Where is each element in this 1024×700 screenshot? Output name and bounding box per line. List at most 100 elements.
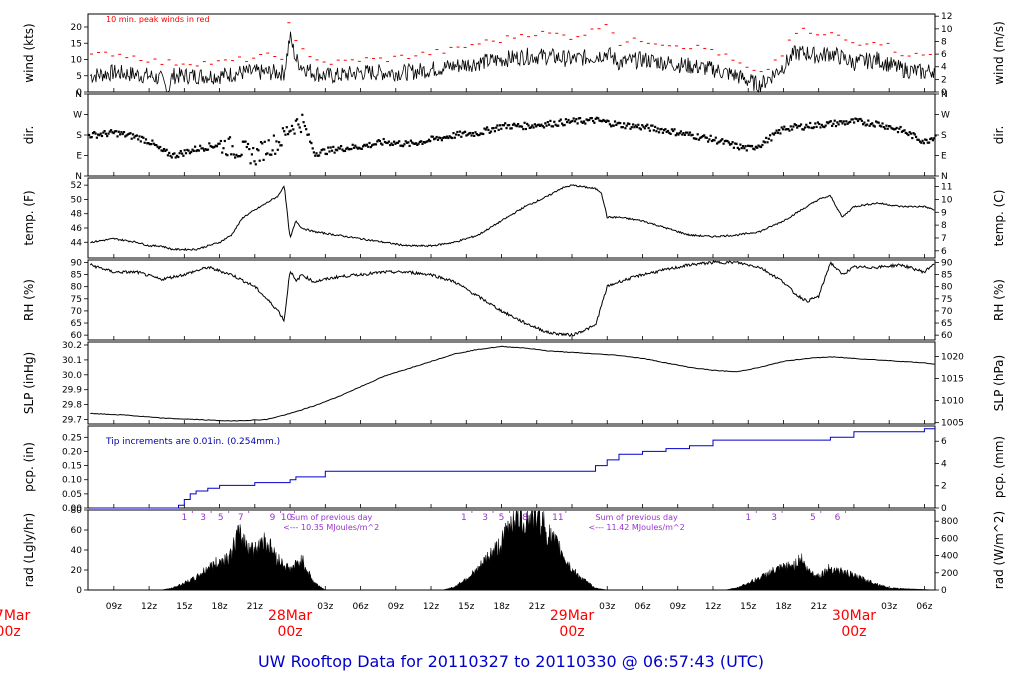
rad-ytick2-label: 0 bbox=[941, 586, 947, 596]
dir-point bbox=[266, 152, 269, 155]
hour-tick-label: 12z bbox=[423, 602, 439, 612]
dir-point bbox=[338, 147, 341, 150]
dir-point bbox=[271, 149, 274, 152]
dir-point bbox=[197, 149, 200, 152]
dir-point bbox=[723, 140, 726, 143]
dir-point bbox=[508, 124, 511, 127]
dir-point bbox=[208, 142, 211, 145]
hour-tick-label: 15z bbox=[176, 602, 192, 612]
dir-point bbox=[529, 126, 533, 129]
dir-point bbox=[91, 132, 95, 135]
temp-line bbox=[90, 184, 935, 251]
dir-point bbox=[346, 146, 349, 149]
dir-point bbox=[378, 139, 381, 143]
dir-point bbox=[549, 119, 552, 122]
dir-point bbox=[435, 135, 438, 139]
wind-ytick-label: 5 bbox=[76, 72, 82, 82]
dir-point bbox=[801, 128, 804, 131]
dir-point bbox=[492, 127, 495, 130]
dir-point bbox=[135, 134, 138, 137]
dir-point bbox=[100, 134, 104, 138]
dir-point bbox=[922, 142, 925, 145]
dir-point bbox=[170, 156, 173, 159]
dir-point bbox=[562, 124, 565, 127]
dir-point bbox=[418, 140, 421, 143]
dir-point bbox=[544, 122, 547, 125]
rad-hour-label: 6 bbox=[835, 513, 841, 523]
dir-point bbox=[409, 139, 412, 142]
dir-point bbox=[847, 121, 850, 124]
dir-point bbox=[858, 118, 861, 121]
dir-point bbox=[119, 133, 122, 136]
dir-point bbox=[232, 153, 235, 156]
dir-point bbox=[457, 134, 460, 137]
dir-point bbox=[267, 139, 270, 142]
dir-point bbox=[168, 151, 171, 154]
dir-point bbox=[564, 118, 567, 121]
dir-point bbox=[513, 122, 516, 125]
dir-point bbox=[714, 136, 717, 139]
dir-point bbox=[686, 131, 689, 134]
dir-point bbox=[350, 147, 353, 151]
dir-point bbox=[528, 126, 531, 129]
dir-point bbox=[156, 145, 159, 148]
dir-point bbox=[107, 132, 110, 135]
dir-point bbox=[612, 124, 615, 127]
date-sub-label: 00z bbox=[0, 624, 21, 640]
dir-point bbox=[420, 140, 423, 143]
pcp-ytick-label: 0.25 bbox=[62, 433, 82, 443]
dir-point bbox=[721, 138, 724, 141]
dir-point bbox=[336, 149, 339, 152]
dir-point bbox=[324, 152, 327, 155]
dir-point bbox=[832, 122, 835, 125]
dir-point bbox=[93, 131, 96, 134]
dir-point bbox=[166, 154, 169, 157]
dir-point bbox=[296, 118, 299, 121]
dir-ytick2-label: W bbox=[941, 111, 950, 121]
hour-tick-label: 09z bbox=[388, 602, 404, 612]
dir-point bbox=[416, 143, 419, 146]
dir-point bbox=[603, 119, 606, 122]
dir-point bbox=[227, 137, 230, 140]
dir-point bbox=[553, 120, 556, 123]
dir-point bbox=[270, 153, 273, 156]
hour-tick-label: 09z bbox=[670, 602, 686, 612]
dir-point bbox=[510, 127, 513, 130]
rad-area bbox=[88, 510, 936, 591]
dir-point bbox=[558, 119, 561, 123]
dir-point bbox=[845, 120, 848, 123]
dir-point bbox=[128, 132, 131, 135]
dir-point bbox=[188, 152, 191, 155]
dir-point bbox=[767, 137, 770, 140]
dir-point bbox=[611, 124, 614, 127]
dir-point bbox=[478, 133, 481, 137]
dir-point bbox=[332, 145, 335, 148]
dir-point bbox=[536, 124, 539, 127]
dir-point bbox=[851, 118, 854, 121]
rad-hour-label: 8 bbox=[522, 513, 528, 523]
dir-point bbox=[802, 128, 805, 131]
dir-point bbox=[334, 148, 337, 151]
dir-point bbox=[479, 132, 482, 135]
slp-ytick-label: 30.1 bbox=[62, 356, 82, 366]
dir-point bbox=[831, 124, 834, 127]
dir-point bbox=[771, 132, 774, 135]
dir-point bbox=[532, 126, 535, 129]
dir-point bbox=[261, 142, 264, 145]
dir-point bbox=[679, 130, 682, 133]
dir-point bbox=[763, 141, 766, 144]
dir-point bbox=[891, 127, 894, 130]
pcp-ytick-label: 0.20 bbox=[62, 447, 82, 457]
dir-point bbox=[869, 123, 872, 126]
dir-point bbox=[743, 147, 746, 150]
dir-point bbox=[274, 152, 277, 155]
dir-point bbox=[780, 126, 783, 129]
dir-point bbox=[765, 136, 768, 139]
dir-point bbox=[133, 136, 136, 139]
dir-point bbox=[690, 134, 693, 137]
rad-ytick2-label: 600 bbox=[941, 534, 958, 544]
dir-point bbox=[537, 123, 540, 126]
wind-ytick-label: 15 bbox=[71, 39, 82, 49]
dir-point bbox=[791, 128, 794, 131]
dir-point bbox=[256, 148, 259, 151]
